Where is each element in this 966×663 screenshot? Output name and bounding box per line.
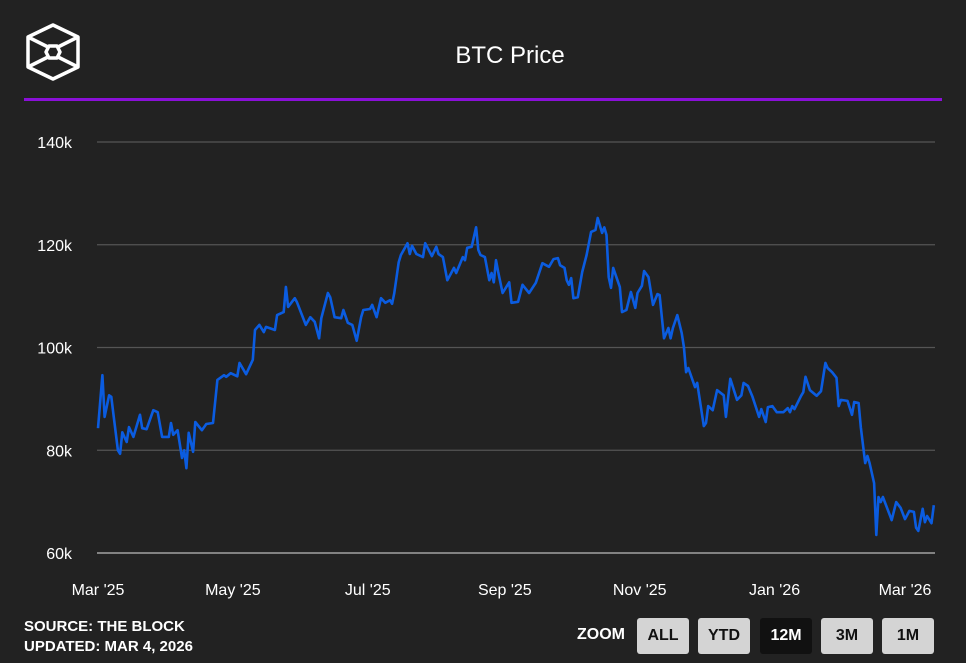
zoom-12m-button[interactable]: 12M bbox=[760, 618, 812, 654]
chart-title: BTC Price bbox=[455, 42, 565, 69]
zoom-all-button[interactable]: ALL bbox=[637, 618, 689, 654]
x-tick-label: Mar '25 bbox=[72, 582, 125, 599]
y-tick-label: 100k bbox=[37, 341, 73, 358]
x-tick-label: Sep '25 bbox=[478, 582, 532, 599]
x-tick-label: Mar '26 bbox=[879, 582, 932, 599]
x-tick-label: May '25 bbox=[205, 582, 261, 599]
zoom-1m-button[interactable]: 1M bbox=[882, 618, 934, 654]
zoom-3m-button[interactable]: 3M bbox=[821, 618, 873, 654]
updated-text: UPDATED: MAR 4, 2026 bbox=[24, 638, 193, 655]
y-tick-label: 60k bbox=[46, 546, 73, 563]
price-chart: 60k 80k 100k 120k 140k Mar '25 May '25 Jul '25… bbox=[37, 135, 936, 599]
the-block-logo bbox=[26, 23, 80, 81]
btc-price-line bbox=[96, 216, 936, 537]
zoom-ytd-button[interactable]: YTD bbox=[698, 618, 750, 654]
zoom-label: ZOOM bbox=[577, 626, 625, 643]
y-tick-label: 80k bbox=[46, 443, 73, 460]
y-tick-label: 120k bbox=[37, 238, 73, 255]
y-tick-label: 140k bbox=[37, 135, 73, 152]
header-divider bbox=[24, 98, 942, 101]
source-text: SOURCE: THE BLOCK bbox=[24, 618, 185, 635]
x-tick-label: Nov '25 bbox=[613, 582, 667, 599]
x-tick-label: Jul '25 bbox=[345, 582, 391, 599]
x-tick-label: Jan '26 bbox=[749, 582, 800, 599]
footer-info: SOURCE: THE BLOCK UPDATED: MAR 4, 2026 bbox=[24, 617, 193, 657]
